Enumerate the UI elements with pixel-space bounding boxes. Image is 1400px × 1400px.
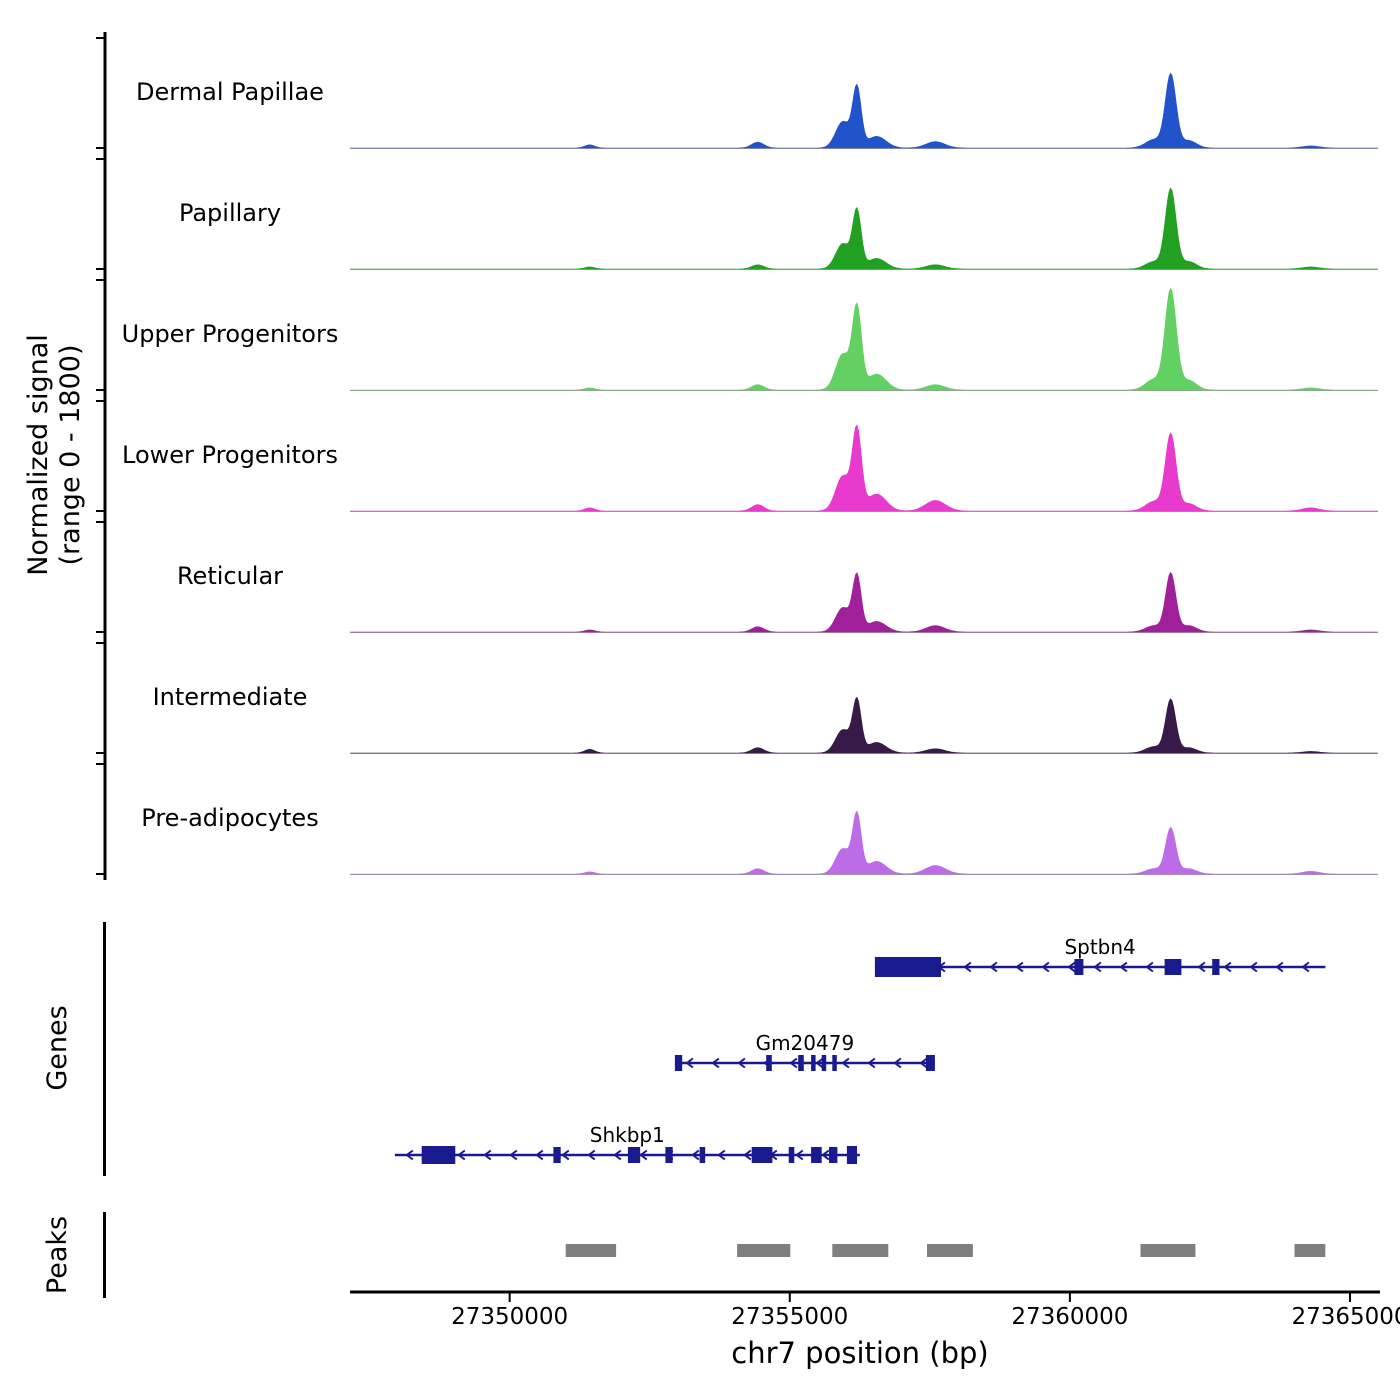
track-label-reticular: Reticular bbox=[176, 562, 284, 590]
signal-track-lower-progenitors bbox=[350, 424, 1378, 512]
signal-track-dermal-papillae bbox=[350, 72, 1378, 149]
x-tick-label-27350000: 27350000 bbox=[451, 1304, 569, 1330]
track-label-upper-progenitors: Upper Progenitors bbox=[121, 320, 339, 348]
genes-track bbox=[394, 957, 1326, 1164]
gene-label-sptbn4: Sptbn4 bbox=[1064, 935, 1136, 959]
peaks-track bbox=[565, 1244, 1326, 1257]
signal-axis-label: Normalized signal (range 0 - 1800) bbox=[23, 285, 87, 625]
gene-label-shkbp1: Shkbp1 bbox=[589, 1123, 665, 1147]
peaks-axis-line bbox=[103, 1212, 106, 1298]
x-tick-label-27355000: 27355000 bbox=[731, 1304, 849, 1330]
signal-y-axis bbox=[96, 32, 107, 880]
x-axis-title: chr7 position (bp) bbox=[731, 1336, 989, 1370]
track-label-papillary: Papillary bbox=[178, 199, 282, 227]
peaks-axis-label: Peaks bbox=[42, 1215, 73, 1295]
gene-label-gm20479: Gm20479 bbox=[755, 1031, 855, 1055]
track-label-lower-progenitors: Lower Progenitors bbox=[122, 441, 338, 469]
signal-track-intermediate bbox=[350, 696, 1378, 754]
genes-axis-label: Genes bbox=[42, 1005, 73, 1091]
signal-track-pre-adipocytes bbox=[350, 810, 1378, 875]
track-label-intermediate: Intermediate bbox=[152, 683, 308, 711]
signal-axis-label-line1: Normalized signal bbox=[23, 334, 54, 576]
signal-axis-label-line2: (range 0 - 1800) bbox=[55, 344, 86, 566]
signal-track-reticular bbox=[350, 571, 1378, 633]
x-tick-label-27365000: 27365000 bbox=[1291, 1304, 1400, 1330]
signal-track-upper-progenitors bbox=[350, 287, 1378, 391]
x-tick-label-27360000: 27360000 bbox=[1011, 1304, 1129, 1330]
x-axis bbox=[350, 1290, 1380, 1302]
signal-track-papillary bbox=[350, 187, 1378, 270]
genes-axis-line bbox=[103, 922, 106, 1176]
track-label-pre-adipocytes: Pre-adipocytes bbox=[141, 804, 319, 832]
track-label-dermal-papillae: Dermal Papillae bbox=[136, 78, 324, 106]
